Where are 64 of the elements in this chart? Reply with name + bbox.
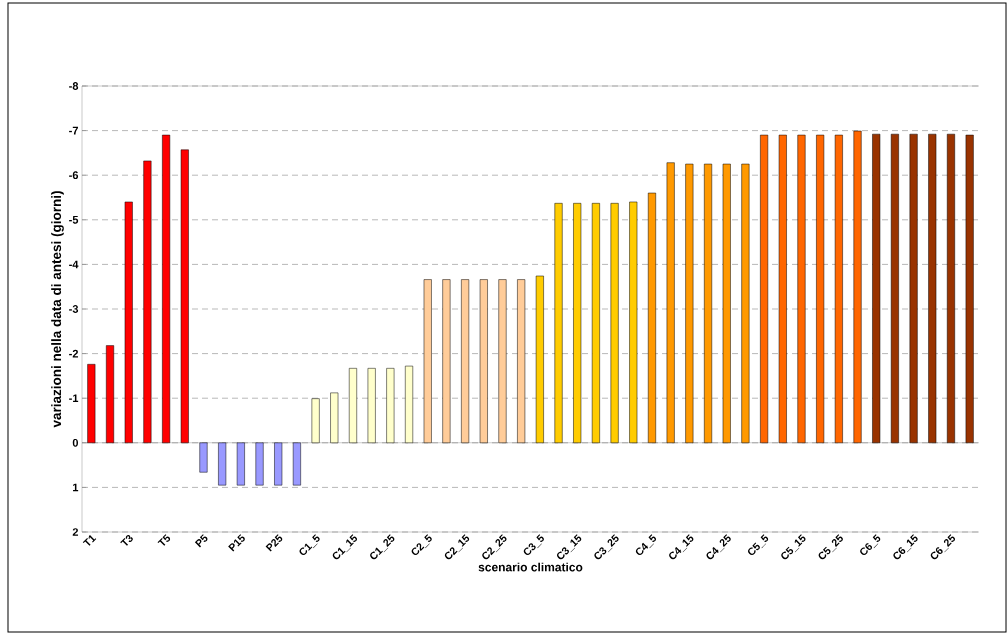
bar <box>442 279 451 444</box>
bar <box>143 160 152 444</box>
bar <box>704 163 713 444</box>
y-tick-label: -8 <box>69 82 79 90</box>
bar <box>124 201 133 444</box>
bar <box>872 133 881 444</box>
bar <box>554 203 563 444</box>
y-tick-label: -4 <box>69 260 79 269</box>
bar <box>292 442 301 486</box>
bar <box>834 134 843 444</box>
bar <box>461 279 470 444</box>
x-tick-label: T5 <box>157 534 171 546</box>
bar <box>423 279 432 444</box>
bar <box>348 368 357 444</box>
bar <box>816 134 825 444</box>
bar <box>890 133 899 444</box>
bar <box>685 163 694 444</box>
bar <box>386 368 395 444</box>
y-tick-label: 0 <box>72 438 79 447</box>
bar <box>778 134 787 444</box>
y-tick-label: -2 <box>69 349 79 358</box>
bar <box>498 279 507 444</box>
x-tick-label: P5 <box>194 534 208 548</box>
bar <box>106 345 115 444</box>
bar <box>236 442 245 486</box>
bar <box>218 442 227 486</box>
bar <box>479 279 488 444</box>
bar <box>311 398 320 444</box>
bar <box>162 134 171 444</box>
bar <box>180 149 189 444</box>
bar <box>591 203 600 444</box>
y-tick-label: -7 <box>69 126 78 135</box>
y-tick-label: -5 <box>69 215 79 224</box>
bar <box>760 134 769 444</box>
bar <box>946 133 955 444</box>
y-axis-title: variazioni nella data di antesi (giorni) <box>51 191 64 428</box>
bar <box>741 163 750 444</box>
bar <box>853 130 862 444</box>
bar <box>573 203 582 444</box>
bar <box>722 163 731 444</box>
bar <box>610 203 619 444</box>
y-tick-label: 1 <box>73 483 79 492</box>
x-tick-label: T3 <box>120 534 133 546</box>
bar <box>909 133 918 444</box>
bar <box>797 134 806 444</box>
bar <box>405 365 414 444</box>
bar <box>330 392 339 444</box>
bar <box>199 442 208 473</box>
bar <box>255 442 264 486</box>
y-tick-label: -3 <box>69 305 79 313</box>
bar <box>965 134 974 444</box>
y-tick-label: -6 <box>69 171 79 180</box>
x-tick-label: T1 <box>82 535 97 546</box>
bar <box>535 275 544 444</box>
x-axis-title: scenario climatico <box>478 562 583 572</box>
bar <box>629 201 638 444</box>
bar <box>666 162 675 444</box>
y-tick-label: -1 <box>69 394 79 402</box>
y-tick-label: 2 <box>72 528 79 536</box>
bar <box>367 368 376 444</box>
bar <box>928 133 937 444</box>
bar <box>517 279 526 444</box>
bar <box>647 192 656 444</box>
bar <box>274 442 283 486</box>
